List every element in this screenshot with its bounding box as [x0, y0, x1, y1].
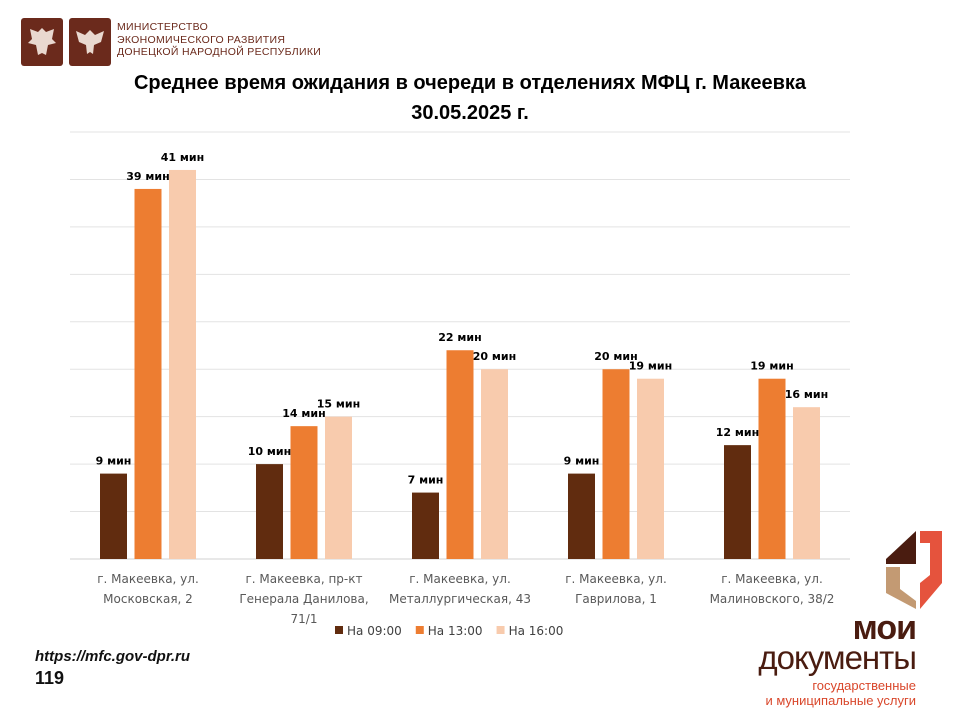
data-label: 19 мин — [750, 360, 793, 373]
bar — [325, 416, 352, 559]
x-tick-label: Гаврилова, 1 — [575, 592, 657, 606]
x-tick-label: Малиновского, 38/2 — [710, 592, 835, 606]
x-tick-label: г. Макеевка, ул. — [97, 572, 199, 586]
data-label: 9 мин — [564, 455, 600, 468]
bar — [100, 473, 127, 559]
bar — [290, 426, 318, 559]
x-tick-label: Московская, 2 — [103, 592, 193, 606]
bar — [568, 473, 595, 559]
brand-sub-line: государственные — [812, 678, 916, 693]
bar — [134, 188, 162, 559]
bar — [637, 378, 664, 559]
ministry-line: ДОНЕЦКОЙ НАРОДНОЙ РЕСПУБЛИКИ — [117, 46, 322, 58]
page-number: 119 — [35, 668, 65, 688]
moi-dokumenty-logo-icon — [886, 531, 942, 609]
x-tick-label: г. Макеевка, ул. — [565, 572, 667, 586]
legend-swatch — [496, 626, 505, 634]
brand-moi: мои — [852, 609, 917, 647]
x-tick-label: Генерала Данилова, — [239, 592, 368, 606]
russia-emblem-logo — [21, 18, 63, 66]
legend-label: На 09:00 — [347, 624, 402, 638]
bar — [602, 369, 630, 559]
bar — [793, 407, 820, 559]
data-label: 15 мин — [317, 398, 360, 411]
bar — [724, 445, 751, 559]
data-label: 9 мин — [96, 455, 132, 468]
data-label: 16 мин — [785, 388, 828, 401]
bar — [481, 369, 508, 559]
data-label: 41 мин — [161, 151, 204, 164]
data-label: 22 мин — [438, 331, 481, 344]
bar — [412, 492, 439, 559]
legend-swatch — [335, 626, 343, 634]
chart-subtitle: 30.05.2025 г. — [411, 102, 529, 124]
data-label: 19 мин — [629, 360, 672, 373]
chart-title: Среднее время ожидания в очереди в отдел… — [0, 68, 940, 128]
data-label: 39 мин — [126, 170, 169, 183]
data-label: 14 мин — [282, 407, 325, 420]
brand-subtitle: государственные и муниципальные услуги — [765, 678, 916, 708]
website-url[interactable]: https://mfc.gov-dpr.ru — [35, 648, 190, 665]
legend-label: На 16:00 — [509, 624, 564, 638]
data-label: 20 мин — [473, 350, 516, 363]
ministry-line: ЭКОНОМИЧЕСКОГО РАЗВИТИЯ — [117, 33, 286, 46]
x-tick-label: г. Макеевка, ул. — [409, 572, 511, 586]
brand-sub-line: и муниципальные услуги — [765, 693, 916, 708]
bar — [169, 169, 196, 559]
bar — [256, 464, 283, 559]
dpr-emblem-logo — [69, 18, 111, 66]
brand-dokumenty: документы — [758, 639, 917, 676]
x-tick-label: г. Макеевка, ул. — [721, 572, 823, 586]
data-label: 10 мин — [248, 445, 291, 458]
ministry-line: МИНИСТЕРСТВО — [117, 21, 209, 33]
data-label: 20 мин — [594, 350, 637, 363]
x-tick-label: г. Макеевка, пр-кт — [246, 572, 363, 586]
data-label: 7 мин — [408, 474, 444, 487]
legend-swatch — [415, 626, 424, 634]
chart-title-text: Среднее время ожидания в очереди в отдел… — [133, 72, 807, 94]
data-label: 12 мин — [716, 426, 759, 439]
bar — [446, 350, 474, 559]
x-tick-label: 71/1 — [291, 612, 318, 626]
x-tick-label: Металлургическая, 43 — [389, 592, 531, 606]
legend-label: На 13:00 — [428, 624, 483, 638]
ministry-name: МИНИСТЕРСТВО ЭКОНОМИЧЕСКОГО РАЗВИТИЯ ДОН… — [117, 21, 321, 59]
bar — [758, 378, 786, 559]
